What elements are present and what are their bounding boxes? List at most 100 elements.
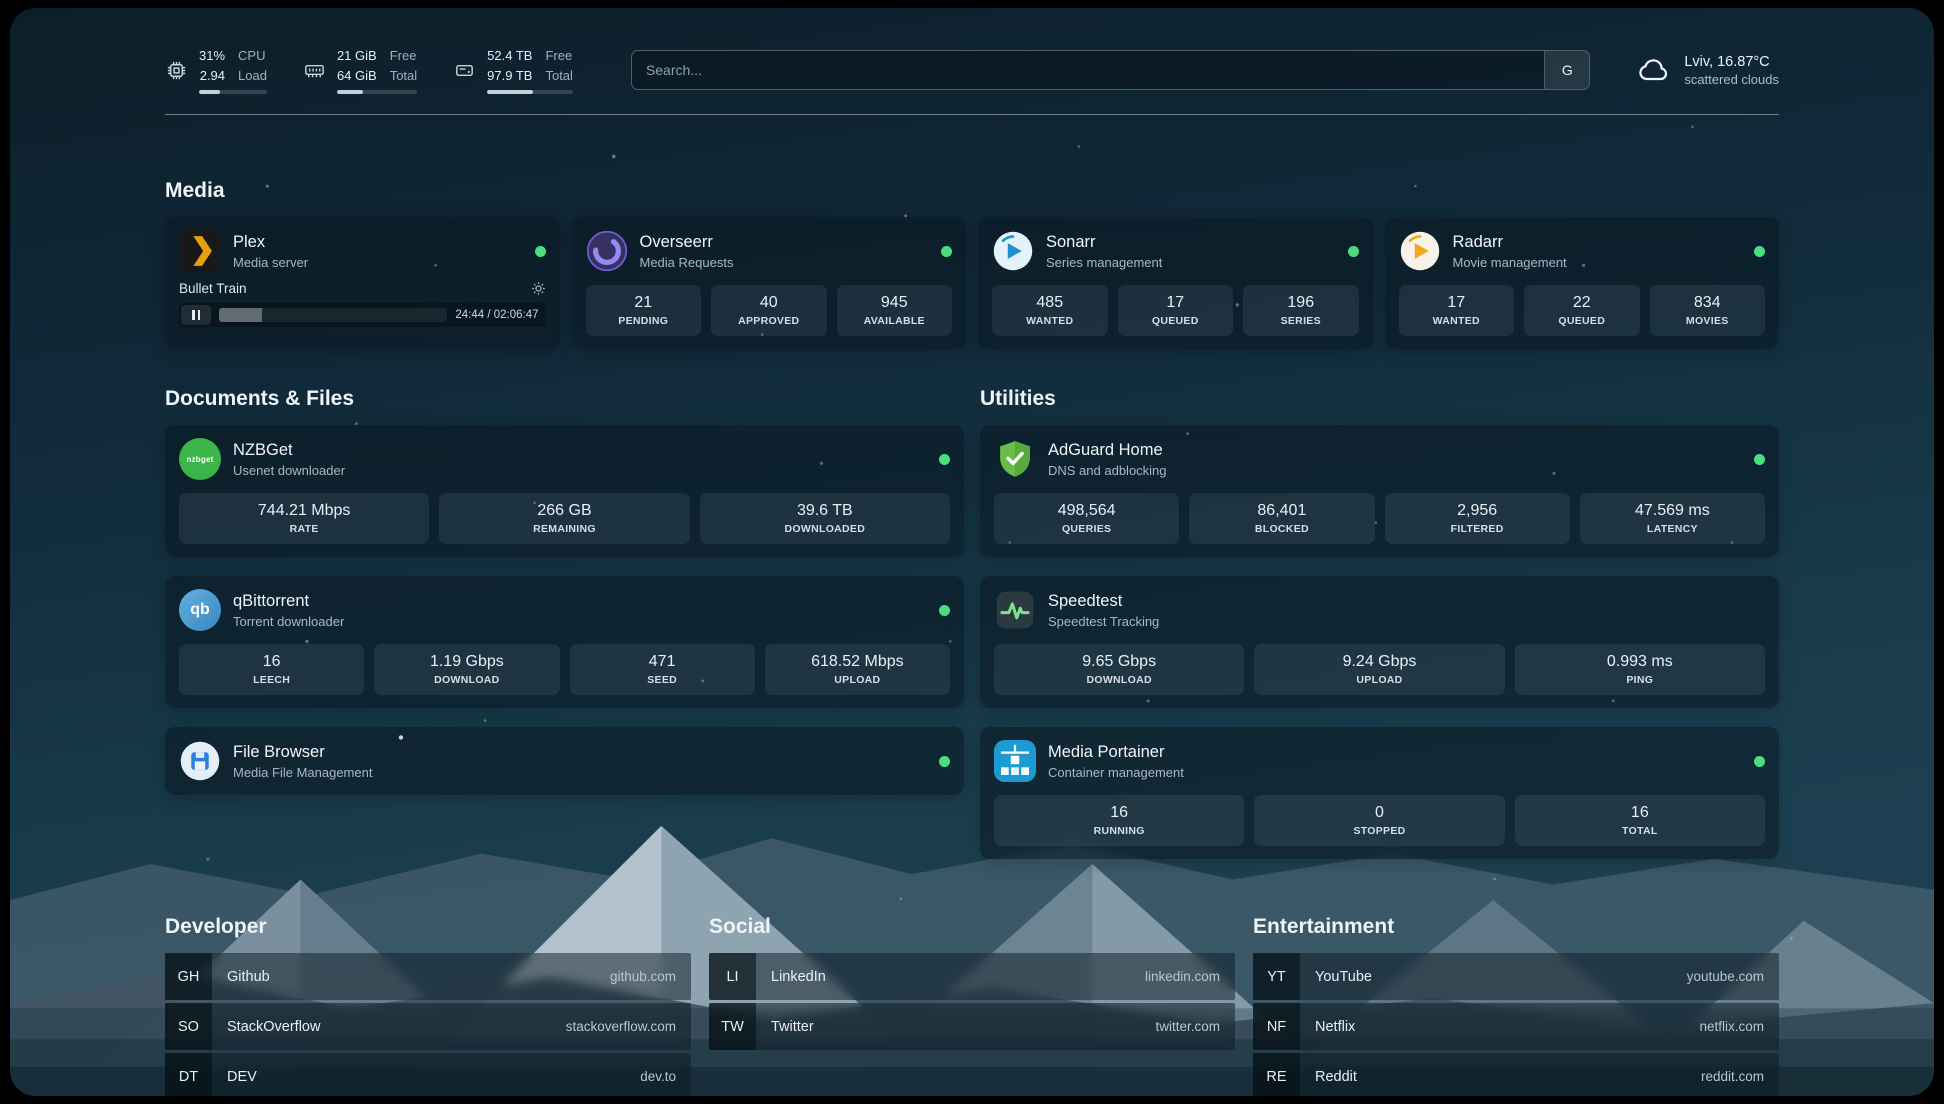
bookmark-stackoverflow[interactable]: SO StackOverflow stackoverflow.com (165, 1003, 691, 1050)
cpu-values: 31% 2.94 (199, 48, 226, 83)
bookmark-name: LinkedIn (771, 968, 826, 985)
app-subtitle: Torrent downloader (233, 613, 345, 629)
section-social: Social LI LinkedIn linkedin.com TW Twitt… (709, 915, 1235, 1050)
stat-chip: 744.21 Mbps RATE (179, 493, 430, 544)
bookmark-url: linkedin.com (1144, 969, 1220, 984)
section-title-media: Media (165, 179, 225, 202)
app-name: Plex (233, 232, 266, 251)
stat-chip: 47.569 ms LATENCY (1579, 493, 1765, 544)
stat-chip: 9.24 Gbps UPLOAD (1254, 644, 1505, 695)
qbittorrent-icon: qb (179, 589, 221, 631)
bookmark-url: dev.to (640, 1069, 676, 1084)
app-name: Sonarr (1046, 232, 1096, 251)
app-card-plex[interactable]: Plex Media server Bullet Train (165, 217, 560, 349)
radarr-icon (1399, 230, 1441, 272)
bookmark-url: twitter.com (1155, 1019, 1220, 1034)
app-card-adguard[interactable]: AdGuard Home DNS and adblocking 498,564 … (980, 425, 1779, 557)
stat-chip: 21 PENDING (585, 285, 701, 336)
status-dot (1754, 245, 1765, 257)
disk-icon (456, 64, 474, 76)
stat-chip: 945 AVAILABLE (836, 285, 952, 336)
bookmark-dev[interactable]: DT DEV dev.to (165, 1053, 691, 1096)
status-dot (939, 604, 950, 616)
pause-button[interactable] (181, 305, 211, 325)
app-card-speedtest[interactable]: Speedtest Speedtest Tracking 9.65 Gbps D… (980, 576, 1779, 708)
search-engine-button[interactable]: G (1544, 51, 1590, 89)
playback-time: 24:44 / 02:06:47 (455, 309, 539, 321)
cloud-icon (1639, 59, 1668, 81)
app-card-qbittorrent[interactable]: qb qBittorrent Torrent downloader 16 LEE… (165, 576, 964, 708)
bookmark-abbr: SO (165, 1003, 212, 1050)
bookmark-name: YouTube (1315, 968, 1372, 985)
disk-stat: 52.4 TB 97.9 TB Free Total (453, 46, 573, 94)
bookmark-abbr: GH (165, 953, 212, 1000)
app-subtitle: Usenet downloader (233, 462, 346, 478)
app-card-radarr[interactable]: Radarr Movie management 17 WANTED 22 QUE… (1384, 217, 1779, 349)
bookmark-netflix[interactable]: NF Netflix netflix.com (1253, 1003, 1779, 1050)
status-dot (1754, 453, 1765, 465)
app-card-sonarr[interactable]: Sonarr Series management 485 WANTED 17 Q… (978, 217, 1373, 349)
app-card-nzbget[interactable]: nzbget NZBGet Usenet downloader 744.21 M… (165, 425, 964, 557)
stat-chip: 9.65 Gbps DOWNLOAD (994, 644, 1245, 695)
bookmark-reddit[interactable]: RE Reddit reddit.com (1253, 1053, 1779, 1096)
bookmark-github[interactable]: GH Github github.com (165, 953, 691, 1000)
playback-progress[interactable] (219, 308, 448, 322)
app-card-filebrowser[interactable]: File Browser Media File Management (165, 727, 964, 795)
search-bar: G (630, 50, 1591, 90)
section-title-utilities: Utilities (980, 387, 1056, 410)
app-subtitle: DNS and adblocking (1048, 462, 1167, 478)
bookmark-abbr: NF (1253, 1003, 1300, 1050)
plex-icon (179, 230, 221, 272)
playback-bar: 24:44 / 02:06:47 (179, 303, 546, 327)
stat-chip: 16 TOTAL (1514, 795, 1765, 846)
filebrowser-icon (179, 740, 221, 782)
section-utilities: Utilities (980, 387, 1779, 859)
bookmark-abbr: YT (1253, 953, 1300, 1000)
app-name: Speedtest (1048, 591, 1123, 610)
speedtest-icon (994, 589, 1036, 631)
app-card-portainer[interactable]: Media Portainer Container management 16 … (980, 727, 1779, 859)
system-stats: 31% 2.94 CPU Load (165, 46, 573, 94)
bookmark-url: github.com (609, 969, 676, 984)
cpu-icon (167, 61, 186, 79)
bookmark-url: netflix.com (1699, 1019, 1764, 1034)
sonarr-icon (992, 230, 1034, 272)
status-dot (939, 453, 950, 465)
app-subtitle: Series management (1046, 254, 1163, 270)
stat-chip: 16 LEECH (179, 644, 365, 695)
app-subtitle: Movie management (1452, 254, 1567, 270)
section-title-entertainment: Entertainment (1253, 915, 1395, 938)
weather-location: Lviv, 16.87°C (1684, 53, 1770, 70)
stat-chip: 266 GB REMAINING (439, 493, 690, 544)
nzbget-icon: nzbget (179, 438, 221, 480)
cpu-progress-bar (199, 90, 267, 94)
memory-progress-bar (336, 90, 418, 94)
bookmark-name: Twitter (771, 1018, 814, 1035)
stat-chip: 1.19 Gbps DOWNLOAD (374, 644, 560, 695)
bookmark-linkedin[interactable]: LI LinkedIn linkedin.com (709, 953, 1235, 1000)
app-name: Radarr (1452, 232, 1503, 251)
bookmark-twitter[interactable]: TW Twitter twitter.com (709, 1003, 1235, 1050)
bookmark-abbr: TW (709, 1003, 756, 1050)
memory-values: 21 GiB 64 GiB (336, 48, 377, 83)
status-dot (939, 755, 950, 767)
section-title-documents: Documents & Files (165, 387, 355, 410)
stat-chip: 2,956 FILTERED (1384, 493, 1570, 544)
section-title-social: Social (709, 915, 771, 938)
app-subtitle: Container management (1048, 764, 1184, 780)
stat-chip: 22 QUEUED (1524, 285, 1640, 336)
gear-icon[interactable] (531, 281, 546, 296)
app-subtitle: Media Requests (639, 254, 734, 270)
bookmark-abbr: LI (709, 953, 756, 1000)
app-name: NZBGet (233, 440, 293, 459)
weather-condition: scattered clouds (1684, 71, 1779, 87)
app-subtitle: Speedtest Tracking (1048, 613, 1160, 629)
section-title-developer: Developer (165, 915, 267, 938)
status-dot (534, 245, 546, 257)
app-card-overseerr[interactable]: Overseerr Media Requests 21 PENDING 40 A… (571, 217, 966, 349)
search-input[interactable] (631, 51, 1545, 89)
bookmark-youtube[interactable]: YT YouTube youtube.com (1253, 953, 1779, 1000)
status-dot (941, 245, 952, 257)
portainer-icon (994, 740, 1036, 782)
app-subtitle: Media File Management (233, 764, 373, 780)
